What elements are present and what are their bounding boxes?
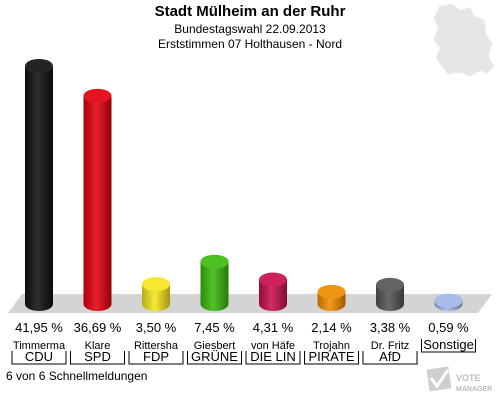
footer-note: 6 von 6 Schnellmeldungen [6,369,148,383]
party-bracket [187,351,242,365]
candidate-label: von Häfe [251,340,295,352]
party-bracket [304,351,359,365]
candidate-label: Rittersha [134,340,179,352]
bar-spd [83,88,112,311]
party-label: PIRATE [309,349,355,364]
bar-cdu [25,59,53,311]
chart-floor [8,294,492,313]
value-label: 2,14 % [311,320,352,335]
value-label: 41,95 % [15,320,63,335]
germany-map-icon [433,3,495,77]
value-label: 3,50 % [136,320,177,335]
value-label: 3,38 % [370,320,411,335]
party-bracket [11,351,67,365]
chart-title: Stadt Mülheim an der Ruhr [154,3,346,20]
chart-subtitle-2: Erststimmen 07 Holthausen - Nord [157,37,343,51]
party-bracket [128,351,184,365]
value-label: 7,45 % [194,320,235,335]
bar-fdp [142,277,170,311]
candidate-label: Giesbert [194,340,236,352]
candidate-label: Klare [85,340,111,352]
logo-text: VOTE [456,373,481,383]
svg-text:MANAGER: MANAGER [456,386,492,393]
chart-subtitle: Bundestagswahl 22.09.2013 [174,22,326,36]
party-label: GRÜNE [191,349,238,364]
party-bracket [421,339,476,353]
candidate-label: Timmerma [13,340,66,352]
bar-gr-ne [200,254,229,311]
bar-sonstige [434,293,463,311]
vote-manager-logo: VOTE MANAGER [426,366,492,393]
party-label: DIE LIN [250,349,296,364]
party-label: AfD [379,349,401,364]
value-label: 0,59 % [428,320,469,335]
party-label: FDP [143,349,169,364]
candidate-label: Trojahn [313,340,350,352]
party-bracket [362,351,418,365]
party-bracket [245,351,301,365]
value-label: 36,69 % [74,320,122,335]
candidate-label: Dr. Fritz [371,340,410,352]
bar-pirate [317,284,346,311]
bar-die-lin [259,272,287,311]
party-label: SPD [84,349,111,364]
party-label: Sonstige [423,337,474,352]
value-label: 4,31 % [253,320,294,335]
party-bracket [70,351,125,365]
party-label: CDU [25,349,53,364]
bar-afd [376,277,404,311]
